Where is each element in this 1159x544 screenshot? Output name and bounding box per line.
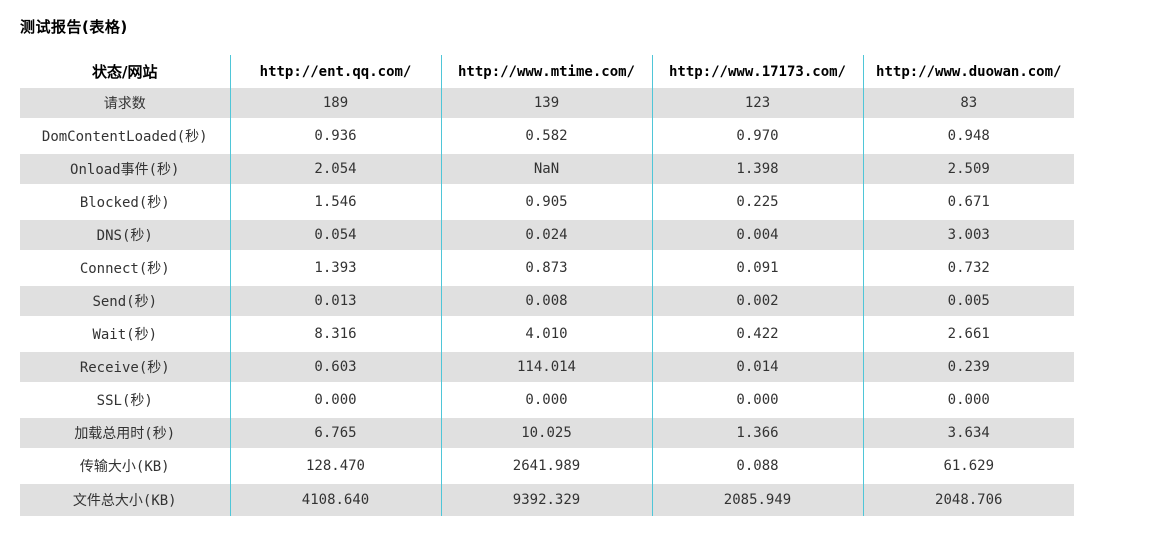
header-row: 状态/网站 http://ent.qq.com/ http://www.mtim…	[20, 55, 1074, 88]
metric-value: 0.732	[862, 250, 1074, 286]
metric-value: NaN	[440, 154, 652, 184]
table-row: 传输大小(KB) 128.470 2641.989 0.088 61.629	[20, 448, 1074, 484]
metric-value: 0.936	[229, 118, 441, 154]
metric-label: Connect(秒)	[20, 250, 230, 286]
metric-label: SSL(秒)	[20, 382, 230, 418]
metric-value: 3.003	[862, 220, 1074, 250]
metric-value: 2.509	[862, 154, 1074, 184]
table-row: 文件总大小(KB) 4108.640 9392.329 2085.949 2048.70…	[20, 484, 1074, 516]
metric-label: Send(秒)	[20, 286, 230, 316]
metric-label: DomContentLoaded(秒)	[20, 118, 230, 154]
metric-value: 1.393	[229, 250, 441, 286]
metric-value: 123	[651, 88, 863, 118]
metric-value: 139	[440, 88, 652, 118]
metric-value: 0.014	[651, 352, 863, 382]
metric-label: Onload事件(秒)	[20, 154, 230, 184]
table-row: Blocked(秒) 1.546 0.905 0.225 0.671	[20, 184, 1074, 220]
metric-value: 0.000	[862, 382, 1074, 418]
metric-value: 8.316	[229, 316, 441, 352]
metric-value: 189	[229, 88, 441, 118]
metric-value: 2.661	[862, 316, 1074, 352]
site-header: http://ent.qq.com/	[229, 55, 441, 88]
table-row: SSL(秒) 0.000 0.000 0.000 0.000	[20, 382, 1074, 418]
metric-label: Wait(秒)	[20, 316, 230, 352]
metric-value: 0.005	[862, 286, 1074, 316]
table-row: Onload事件(秒) 2.054 NaN 1.398 2.509	[20, 154, 1074, 184]
page-title: 测试报告(表格)	[20, 18, 128, 36]
metric-value: 2641.989	[440, 448, 652, 484]
report-table: 状态/网站 http://ent.qq.com/ http://www.mtim…	[20, 55, 1074, 516]
metric-value: 2.054	[229, 154, 441, 184]
table-row: Receive(秒) 0.603 114.014 0.014 0.239	[20, 352, 1074, 382]
metric-value: 0.013	[229, 286, 441, 316]
metric-value: 0.970	[651, 118, 863, 154]
metric-value: 4.010	[440, 316, 652, 352]
metric-label: Blocked(秒)	[20, 184, 230, 220]
metric-value: 83	[862, 88, 1074, 118]
metric-value: 0.239	[862, 352, 1074, 382]
metric-label: DNS(秒)	[20, 220, 230, 250]
metric-value: 0.024	[440, 220, 652, 250]
metric-value: 0.582	[440, 118, 652, 154]
site-header: http://www.duowan.com/	[862, 55, 1074, 88]
metric-value: 0.905	[440, 184, 652, 220]
metric-value: 1.398	[651, 154, 863, 184]
metric-value: 2048.706	[862, 484, 1074, 516]
metric-value: 9392.329	[440, 484, 652, 516]
metric-value: 0.088	[651, 448, 863, 484]
table-row: DomContentLoaded(秒) 0.936 0.582 0.970 0.948	[20, 118, 1074, 154]
site-header: http://www.17173.com/	[651, 55, 863, 88]
table-row: Connect(秒) 1.393 0.873 0.091 0.732	[20, 250, 1074, 286]
metric-value: 0.054	[229, 220, 441, 250]
table-row: 加载总用时(秒) 6.765 10.025 1.366 3.634	[20, 418, 1074, 448]
metric-value: 1.366	[651, 418, 863, 448]
metric-value: 4108.640	[229, 484, 441, 516]
metric-value: 0.002	[651, 286, 863, 316]
table-body: 请求数 189 139 123 83 DomContentLoaded(秒) 0.936 0.…	[20, 88, 1074, 516]
metric-label: 加载总用时(秒)	[20, 418, 230, 448]
table-row: DNS(秒) 0.054 0.024 0.004 3.003	[20, 220, 1074, 250]
table-row: Wait(秒) 8.316 4.010 0.422 2.661	[20, 316, 1074, 352]
metric-value: 10.025	[440, 418, 652, 448]
metric-value: 0.603	[229, 352, 441, 382]
corner-header: 状态/网站	[20, 55, 230, 88]
metric-value: 6.765	[229, 418, 441, 448]
metric-value: 0.873	[440, 250, 652, 286]
metric-value: 114.014	[440, 352, 652, 382]
metric-label: 请求数	[20, 88, 230, 118]
metric-value: 0.091	[651, 250, 863, 286]
metric-label: Receive(秒)	[20, 352, 230, 382]
metric-value: 0.948	[862, 118, 1074, 154]
metric-value: 3.634	[862, 418, 1074, 448]
metric-value: 2085.949	[651, 484, 863, 516]
metric-value: 128.470	[229, 448, 441, 484]
metric-value: 0.000	[651, 382, 863, 418]
metric-value: 0.671	[862, 184, 1074, 220]
metric-value: 0.000	[229, 382, 441, 418]
metric-value: 0.008	[440, 286, 652, 316]
metric-value: 61.629	[862, 448, 1074, 484]
metric-value: 0.225	[651, 184, 863, 220]
metric-value: 1.546	[229, 184, 441, 220]
metric-value: 0.000	[440, 382, 652, 418]
metric-value: 0.004	[651, 220, 863, 250]
metric-label: 传输大小(KB)	[20, 448, 230, 484]
table-row: 请求数 189 139 123 83	[20, 88, 1074, 118]
metric-value: 0.422	[651, 316, 863, 352]
site-header: http://www.mtime.com/	[440, 55, 652, 88]
metric-label: 文件总大小(KB)	[20, 484, 230, 516]
table-row: Send(秒) 0.013 0.008 0.002 0.005	[20, 286, 1074, 316]
